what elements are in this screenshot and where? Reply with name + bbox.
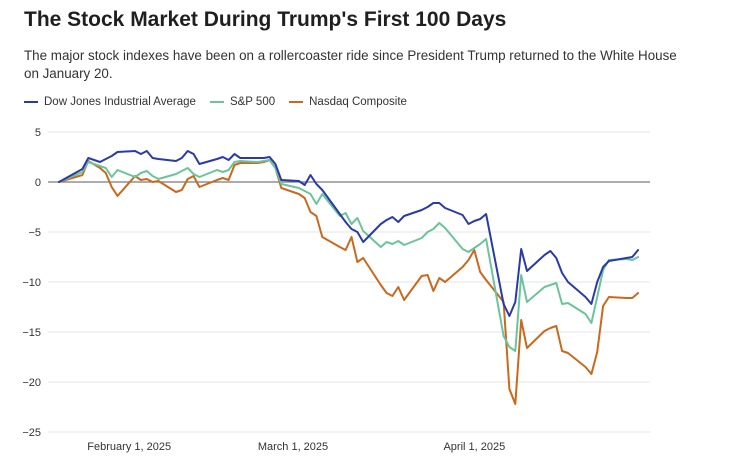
legend-label-sp500: S&P 500 [229, 96, 276, 108]
chart-title: The Stock Market During Trump's First 10… [24, 8, 507, 31]
legend-swatch-nasdaq [289, 101, 304, 103]
series-line-dow [58, 150, 640, 317]
legend-swatch-sp500 [209, 101, 224, 103]
legend-label-dow: Dow Jones Industrial Average [44, 96, 196, 108]
y-tick-label: 5 [35, 127, 41, 139]
y-tick-label: −25 [22, 427, 41, 439]
y-tick-label: −10 [22, 277, 41, 289]
legend-item-dow: Dow Jones Industrial Average [24, 96, 196, 108]
series-line-sp500 [58, 159, 640, 352]
legend-item-nasdaq: Nasdaq Composite [289, 96, 407, 108]
legend-item-sp500: S&P 500 [209, 96, 276, 108]
y-tick-label: −5 [28, 227, 41, 239]
series-line-nasdaq [58, 159, 640, 405]
chart-subtitle: The major stock indexes have been on a r… [24, 48, 677, 81]
legend-label-nasdaq: Nasdaq Composite [309, 96, 407, 108]
y-tick-label: −15 [22, 327, 41, 339]
y-tick-label: 0 [35, 177, 41, 189]
legend: Dow Jones Industrial Average S&P 500 Nas… [24, 96, 421, 108]
x-tick-label: February 1, 2025 [87, 441, 171, 453]
legend-swatch-dow [24, 101, 38, 103]
x-tick-label: March 1, 2025 [258, 441, 328, 453]
y-tick-label: −20 [22, 377, 41, 389]
x-tick-label: April 1, 2025 [443, 441, 505, 453]
